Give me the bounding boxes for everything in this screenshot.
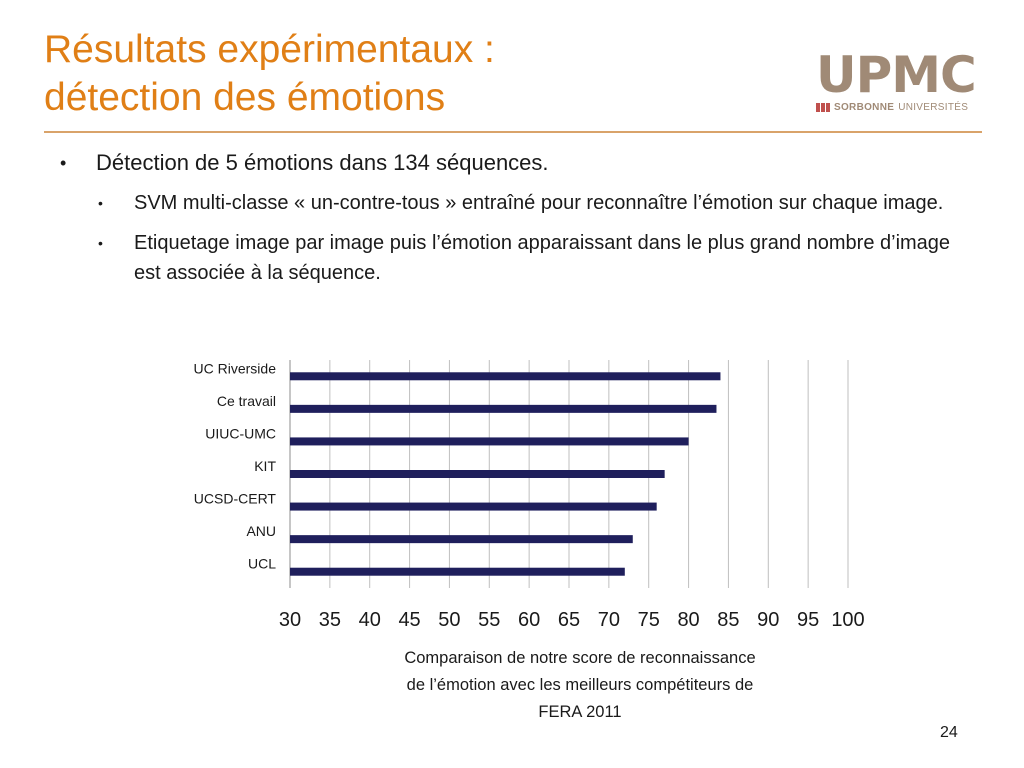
slide-title-line1: Résultats expérimentaux : [44, 28, 495, 71]
caption-line: Comparaison de notre score de reconnaiss… [404, 649, 756, 667]
sub-bullet-text: SVM multi-classe « un-contre-tous » entr… [134, 192, 944, 214]
logo-subtitle: SORBONNE UNIVERSITÉS [816, 102, 988, 113]
x-tick-label: 45 [398, 609, 420, 631]
x-tick-label: 55 [478, 609, 500, 631]
y-category-label: KIT [254, 458, 276, 474]
sub-bullet-item: • SVM multi-classe « un-contre-tous » en… [98, 188, 970, 218]
bar [290, 535, 633, 544]
slide-title: Résultats expérimentaux : détection des … [44, 26, 495, 122]
sub-bullet-text: Etiquetage image par image puis l’émotio… [134, 232, 951, 284]
bullet-text: Détection de 5 émotions dans 134 séquenc… [96, 150, 549, 175]
logo-main-text: UPMC [816, 46, 977, 104]
x-tick-label: 40 [359, 609, 381, 631]
chart-caption: Comparaison de notre score de reconnaiss… [340, 645, 820, 726]
y-category-label: UCL [248, 556, 276, 572]
y-category-label: UCSD-CERT [194, 491, 277, 507]
slide-title-line2: détection des émotions [44, 76, 446, 119]
x-tick-label: 60 [518, 609, 540, 631]
y-category-label: ANU [246, 523, 276, 539]
bar [290, 404, 717, 413]
caption-line: FERA 2011 [538, 703, 622, 721]
bullet-item: • Détection de 5 émotions dans 134 séque… [60, 150, 970, 176]
x-tick-label: 100 [831, 609, 864, 631]
x-tick-label: 70 [598, 609, 620, 631]
logo-sub-regular: UNIVERSITÉS [898, 102, 969, 113]
x-tick-label: 85 [717, 609, 739, 631]
bar [290, 437, 689, 446]
logo-sub-bold: SORBONNE [834, 102, 895, 113]
x-tick-label: 35 [319, 609, 341, 631]
x-tick-label: 65 [558, 609, 580, 631]
x-tick-label: 30 [279, 609, 301, 631]
x-tick-label: 75 [638, 609, 660, 631]
x-tick-label: 90 [757, 609, 779, 631]
bar [290, 502, 657, 511]
bullet-icon: • [98, 195, 103, 211]
bullet-icon: • [98, 235, 103, 251]
title-divider [44, 131, 982, 133]
bar [290, 470, 665, 478]
y-category-label: Ce travail [217, 393, 276, 409]
upmc-logo: UPMC SORBONNE UNIVERSITÉS [816, 50, 988, 120]
x-tick-label: 80 [677, 609, 699, 631]
sub-bullet-item: • Etiquetage image par image puis l’émot… [98, 228, 970, 288]
bar [290, 567, 625, 576]
x-tick-label: 95 [797, 609, 819, 631]
slide-content: • Détection de 5 émotions dans 134 séque… [60, 150, 970, 298]
bullet-icon: • [60, 153, 67, 173]
caption-line: de l’émotion avec les meilleurs compétit… [406, 676, 754, 694]
bar [290, 372, 721, 381]
logo-marks-icon [816, 103, 830, 112]
page-number: 24 [940, 724, 958, 741]
x-tick-label: 50 [438, 609, 460, 631]
y-category-label: UC Riverside [194, 360, 277, 376]
y-category-label: UIUC-UMC [205, 425, 276, 441]
comparison-bar-chart: 30 35 40 45 50 55 60 65 70 75 80 85 90 95 100 UC Rivers… [194, 360, 865, 631]
